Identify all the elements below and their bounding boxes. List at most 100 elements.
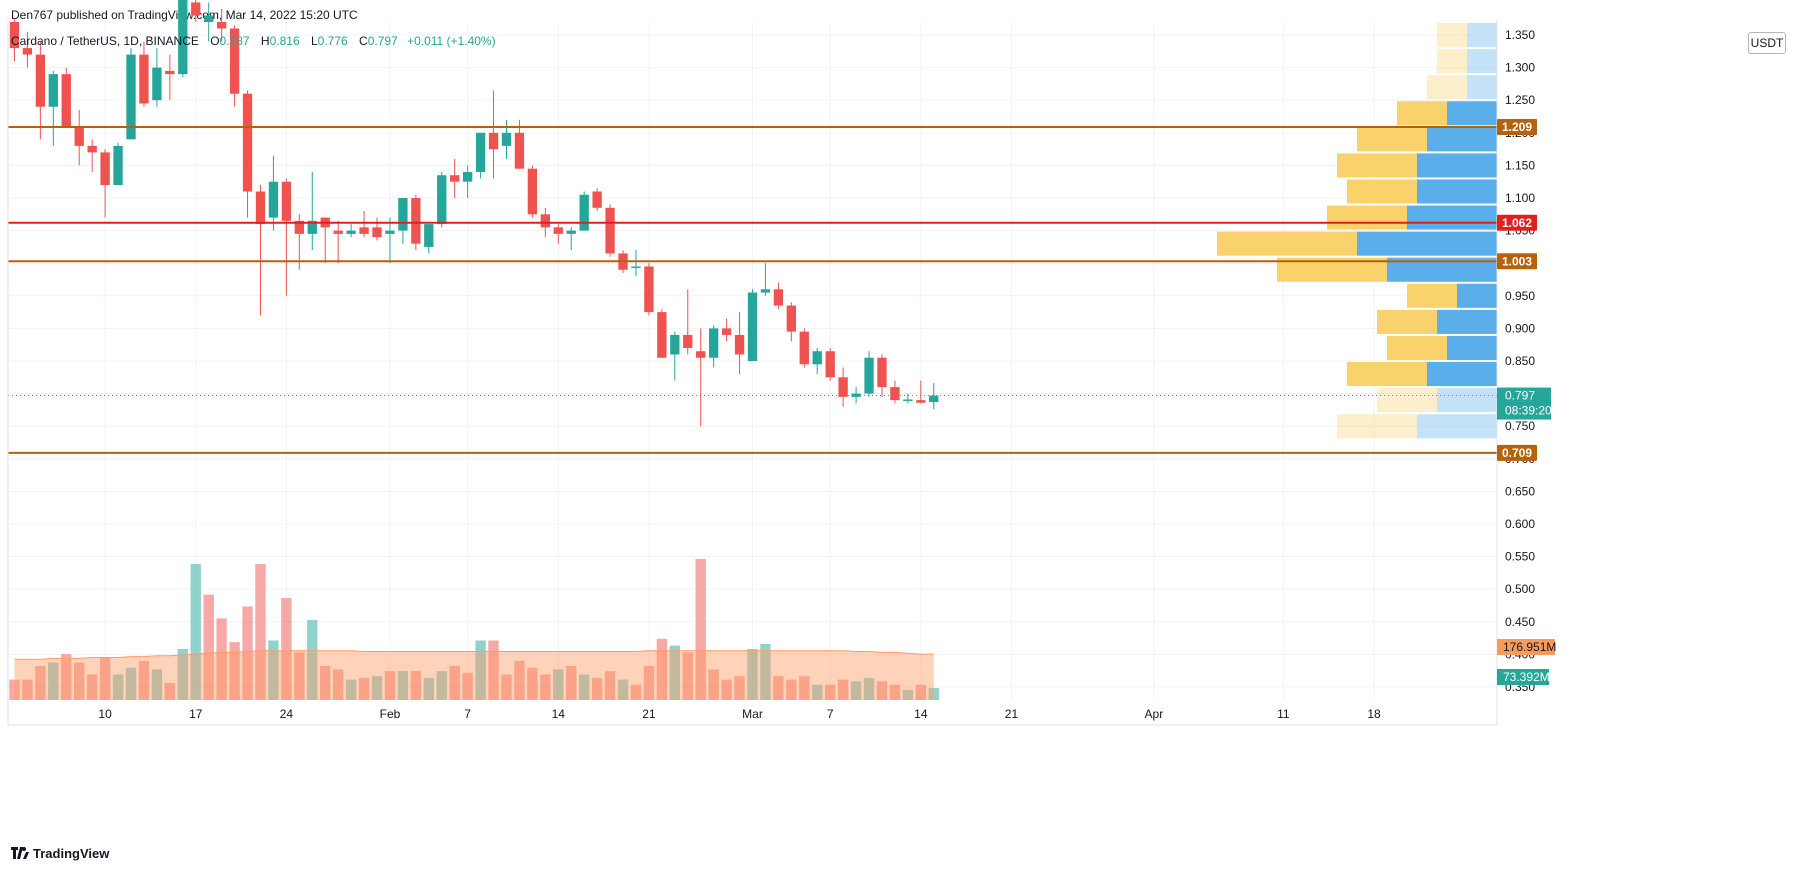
volume-bar (112, 674, 124, 700)
volume-bar (566, 666, 577, 700)
candle-body (566, 230, 576, 234)
candle-body (204, 15, 214, 22)
candle-body (242, 93, 253, 192)
time-tick-label: 18 (1367, 707, 1381, 721)
level-price-label: 1.209 (1502, 120, 1532, 134)
candle-body (411, 198, 421, 244)
candle-body (721, 328, 732, 335)
profile-up-bar (1347, 179, 1417, 204)
volume-bar (99, 657, 111, 700)
volume-bar (255, 564, 266, 700)
currency-unit-button[interactable]: USDT (1748, 32, 1786, 54)
candle-body (773, 289, 784, 306)
profile-down-bar (1467, 75, 1497, 100)
candle-body (579, 194, 589, 231)
time-tick-label: 24 (280, 707, 294, 721)
candle-body (592, 191, 602, 208)
level-price-label: 1.003 (1502, 254, 1532, 268)
symbol-name[interactable]: Cardano / TetherUS, 1D, BINANCE (11, 34, 199, 48)
volume-bar (682, 652, 693, 700)
volume-bar (902, 689, 914, 700)
volume-bar (734, 676, 745, 700)
candle-body (372, 227, 382, 238)
close-value: 0.797 (367, 34, 398, 48)
volume-bar (125, 667, 137, 700)
symbol-legend: Cardano / TetherUS, 1D, BINANCE O0.787 H… (11, 34, 496, 48)
volume-bar (371, 676, 383, 700)
volume-bar (177, 649, 188, 700)
low-value: 0.776 (317, 34, 348, 48)
candle-body (657, 312, 667, 358)
candle-body (268, 181, 279, 218)
candle-body (359, 227, 369, 234)
profile-up-bar (1407, 283, 1457, 308)
volume-bar (22, 679, 33, 700)
candle-body (229, 28, 240, 94)
profile-up-bar (1337, 414, 1417, 439)
level-price-label: 0.709 (1502, 446, 1532, 460)
volume-last-label-bg (1497, 669, 1549, 685)
time-tick-label: Apr (1145, 707, 1164, 721)
volume-bar (358, 677, 370, 700)
candle-body (929, 395, 939, 403)
low-label: L (310, 34, 318, 48)
volume-bar (436, 671, 447, 700)
volume-bar (345, 679, 357, 700)
candle-body (152, 67, 162, 101)
level-price-label: 1.062 (1502, 216, 1532, 230)
volume-bar (449, 666, 460, 700)
candle-body (255, 191, 266, 225)
volume-ma-label: 176.951M (1503, 640, 1556, 654)
time-tick-label: 14 (914, 707, 928, 721)
volume-bar (86, 674, 98, 700)
tradingview-logo[interactable]: TradingView (11, 846, 109, 861)
profile-down-bar (1437, 309, 1497, 334)
volume-bar (527, 667, 538, 700)
time-tick-label: 7 (827, 707, 834, 721)
profile-up-bar (1217, 231, 1357, 256)
volume-bar (695, 558, 706, 700)
volume-bar (669, 645, 680, 700)
volume-bar (268, 640, 279, 700)
volume-bar (850, 681, 862, 700)
level-price-label-bg (1497, 214, 1537, 231)
volume-bar (151, 669, 163, 700)
candle-body (553, 227, 563, 234)
candle-body (475, 132, 486, 172)
volume-bar (138, 660, 150, 700)
volume-bar (604, 671, 616, 700)
candle-body (437, 175, 447, 225)
volume-bar (35, 666, 46, 700)
candle-body (307, 220, 317, 234)
countdown-label: 08:39:20 (1505, 404, 1552, 418)
volume-bar (488, 640, 499, 700)
volume-ma-area (14, 650, 934, 700)
profile-down-bar (1447, 101, 1497, 126)
price-tick-label: 1.150 (1505, 158, 1535, 172)
volume-bar (384, 671, 396, 700)
volume-bar (48, 662, 59, 700)
candle-body (540, 214, 550, 228)
profile-up-bar (1397, 101, 1447, 126)
volume-bars (9, 558, 939, 700)
price-tick-label: 0.500 (1505, 582, 1535, 596)
candle-body (113, 145, 123, 185)
profile-down-bar (1407, 205, 1497, 230)
volume-bar (397, 671, 409, 700)
level-price-label-bg (1497, 444, 1537, 461)
volume-bar (812, 684, 823, 700)
candle-body (385, 230, 395, 234)
time-tick-label: 14 (552, 707, 566, 721)
price-tick-label: 1.350 (1505, 28, 1535, 42)
candle-body (527, 168, 538, 215)
profile-down-bar (1447, 335, 1497, 360)
profile-down-bar (1357, 231, 1497, 256)
profile-down-bar (1417, 153, 1497, 178)
time-tick-label: 21 (642, 707, 656, 721)
volume-bar (307, 620, 318, 700)
candle-body (670, 334, 680, 355)
current-price-bg (1497, 387, 1551, 420)
candle-body (281, 181, 292, 221)
candle-body (74, 126, 84, 146)
